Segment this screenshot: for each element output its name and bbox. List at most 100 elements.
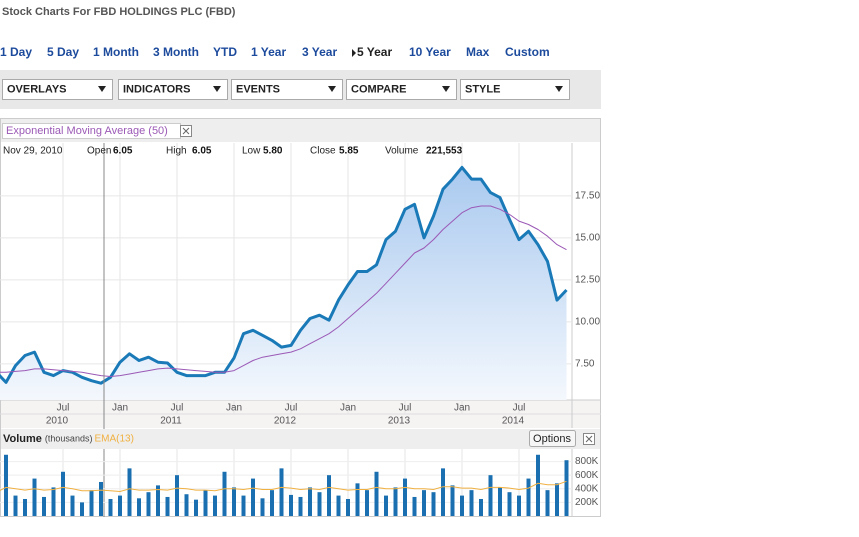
dropdown-label[interactable]: OVERLAYS xyxy=(7,83,67,95)
dropdown-label[interactable]: COMPARE xyxy=(351,83,406,95)
dropdown-arrow xyxy=(213,86,221,92)
area-fill xyxy=(0,167,567,400)
x-tick-label: Jan xyxy=(112,403,128,414)
info-label: Open xyxy=(87,146,111,157)
volume-bar xyxy=(564,460,569,516)
dropdown-arrow xyxy=(555,86,563,92)
dropdown-arrow xyxy=(442,86,450,92)
x-tick-label: Jul xyxy=(171,403,184,414)
info-value: 5.80 xyxy=(263,146,283,157)
volume-ema-line xyxy=(0,480,567,493)
x-tick-label: Jul xyxy=(399,403,412,414)
x-tick-label: Jan xyxy=(454,403,470,414)
dropdown-label[interactable]: STYLE xyxy=(465,83,500,95)
volume-bar xyxy=(365,490,369,516)
volume-bar xyxy=(460,495,464,516)
year-label: 2013 xyxy=(388,416,411,427)
volume-bar xyxy=(469,490,474,516)
ema-line xyxy=(0,205,567,377)
volume-bar xyxy=(536,454,540,516)
volume-bar xyxy=(175,475,179,516)
volume-bar xyxy=(308,487,312,516)
dropdown[interactable] xyxy=(2,79,113,100)
x-tick-label: Jan xyxy=(340,403,356,414)
volume-bar xyxy=(89,490,94,516)
volume-bar xyxy=(61,471,65,516)
options-label[interactable]: Options xyxy=(533,433,571,445)
range-bar: 1 Day 5 Day 1 Month 3 Month YTD 1 Year 3 Year 5… xyxy=(0,45,550,59)
volume-bar xyxy=(355,483,360,516)
info-label: Volume xyxy=(385,146,419,157)
year-label: 2010 xyxy=(46,416,69,427)
range-button[interactable]: YTD xyxy=(213,45,237,59)
range-button[interactable]: 1 Day xyxy=(0,45,32,59)
volume-bar xyxy=(13,495,18,516)
volume-bar xyxy=(498,487,502,516)
volume-bar xyxy=(32,478,37,516)
range-button[interactable]: 1 Year xyxy=(251,45,286,59)
volume-bar xyxy=(42,496,46,516)
year-label: 2012 xyxy=(274,416,297,427)
volume-bar xyxy=(1,429,600,449)
volume-bar xyxy=(298,496,303,516)
info-label: High xyxy=(166,146,187,157)
range-button[interactable]: Custom xyxy=(505,45,550,59)
legend-label: Exponential Moving Average (50) xyxy=(6,125,168,137)
info-label: Low xyxy=(242,146,261,157)
volume-bar xyxy=(270,490,274,516)
y-tick-label: 15.00 xyxy=(575,233,600,244)
range-button[interactable]: Max xyxy=(466,45,490,59)
info-value: 6.05 xyxy=(113,146,133,157)
volume-bar xyxy=(422,490,426,516)
volume-bar xyxy=(526,478,531,516)
year-label: 2014 xyxy=(502,416,525,427)
volume-bar xyxy=(374,471,379,516)
volume-bar xyxy=(384,495,388,516)
info-label: Close xyxy=(310,146,336,157)
volume-bar xyxy=(241,495,246,516)
dropdown-label[interactable]: INDICATORS xyxy=(123,83,190,95)
y-tick-label: 400K xyxy=(575,483,599,494)
volume-bar xyxy=(393,487,398,516)
range-button[interactable]: 5 Day xyxy=(47,45,79,59)
range-button[interactable]: 10 Year xyxy=(409,45,451,59)
y-tick-label: 200K xyxy=(575,497,599,508)
dropdown-arrow xyxy=(98,86,106,92)
dropdown-arrow xyxy=(328,86,336,92)
range-button[interactable]: 1 Month xyxy=(93,45,139,59)
volume-bar xyxy=(23,498,27,516)
volume-bar xyxy=(146,492,151,516)
volume-bar xyxy=(80,502,84,516)
toolbar-buttons: OVERLAYS INDICATORS EVENTS COMPARE STYLE xyxy=(2,79,570,100)
info-value: 6.05 xyxy=(192,146,212,157)
volume-bar xyxy=(70,495,75,516)
volume-bar xyxy=(327,475,331,516)
options-button[interactable] xyxy=(529,430,576,447)
y-tick-label: 12.50 xyxy=(575,275,600,286)
volume-bar xyxy=(118,495,122,516)
range-button[interactable]: 5 Year xyxy=(357,45,392,59)
dropdown[interactable] xyxy=(460,79,570,100)
y-tick-label: 800K xyxy=(575,456,599,467)
volume-bar xyxy=(488,475,493,516)
volume-ema-legend: EMA(13) xyxy=(94,434,133,445)
volume-bar xyxy=(222,471,227,516)
x-tick-label: Jul xyxy=(57,403,70,414)
x-tick-label: Jul xyxy=(285,403,298,414)
volume-bar xyxy=(336,495,341,516)
dropdown[interactable] xyxy=(346,79,457,100)
volume-bar xyxy=(4,454,8,516)
dropdown[interactable] xyxy=(231,79,343,100)
volume-bar xyxy=(260,498,265,516)
y-tick-label: 600K xyxy=(575,470,599,481)
range-button[interactable]: 3 Year xyxy=(302,45,337,59)
volume-bar xyxy=(289,494,293,516)
volume-bar xyxy=(165,496,170,516)
info-date: Nov 29, 2010 xyxy=(3,146,63,157)
range-button[interactable]: 3 Month xyxy=(153,45,199,59)
dropdown-label[interactable]: EVENTS xyxy=(236,83,280,95)
volume-bar xyxy=(108,498,113,516)
series-group xyxy=(0,454,569,516)
volume-bar xyxy=(251,478,255,516)
dropdown[interactable] xyxy=(118,79,228,100)
